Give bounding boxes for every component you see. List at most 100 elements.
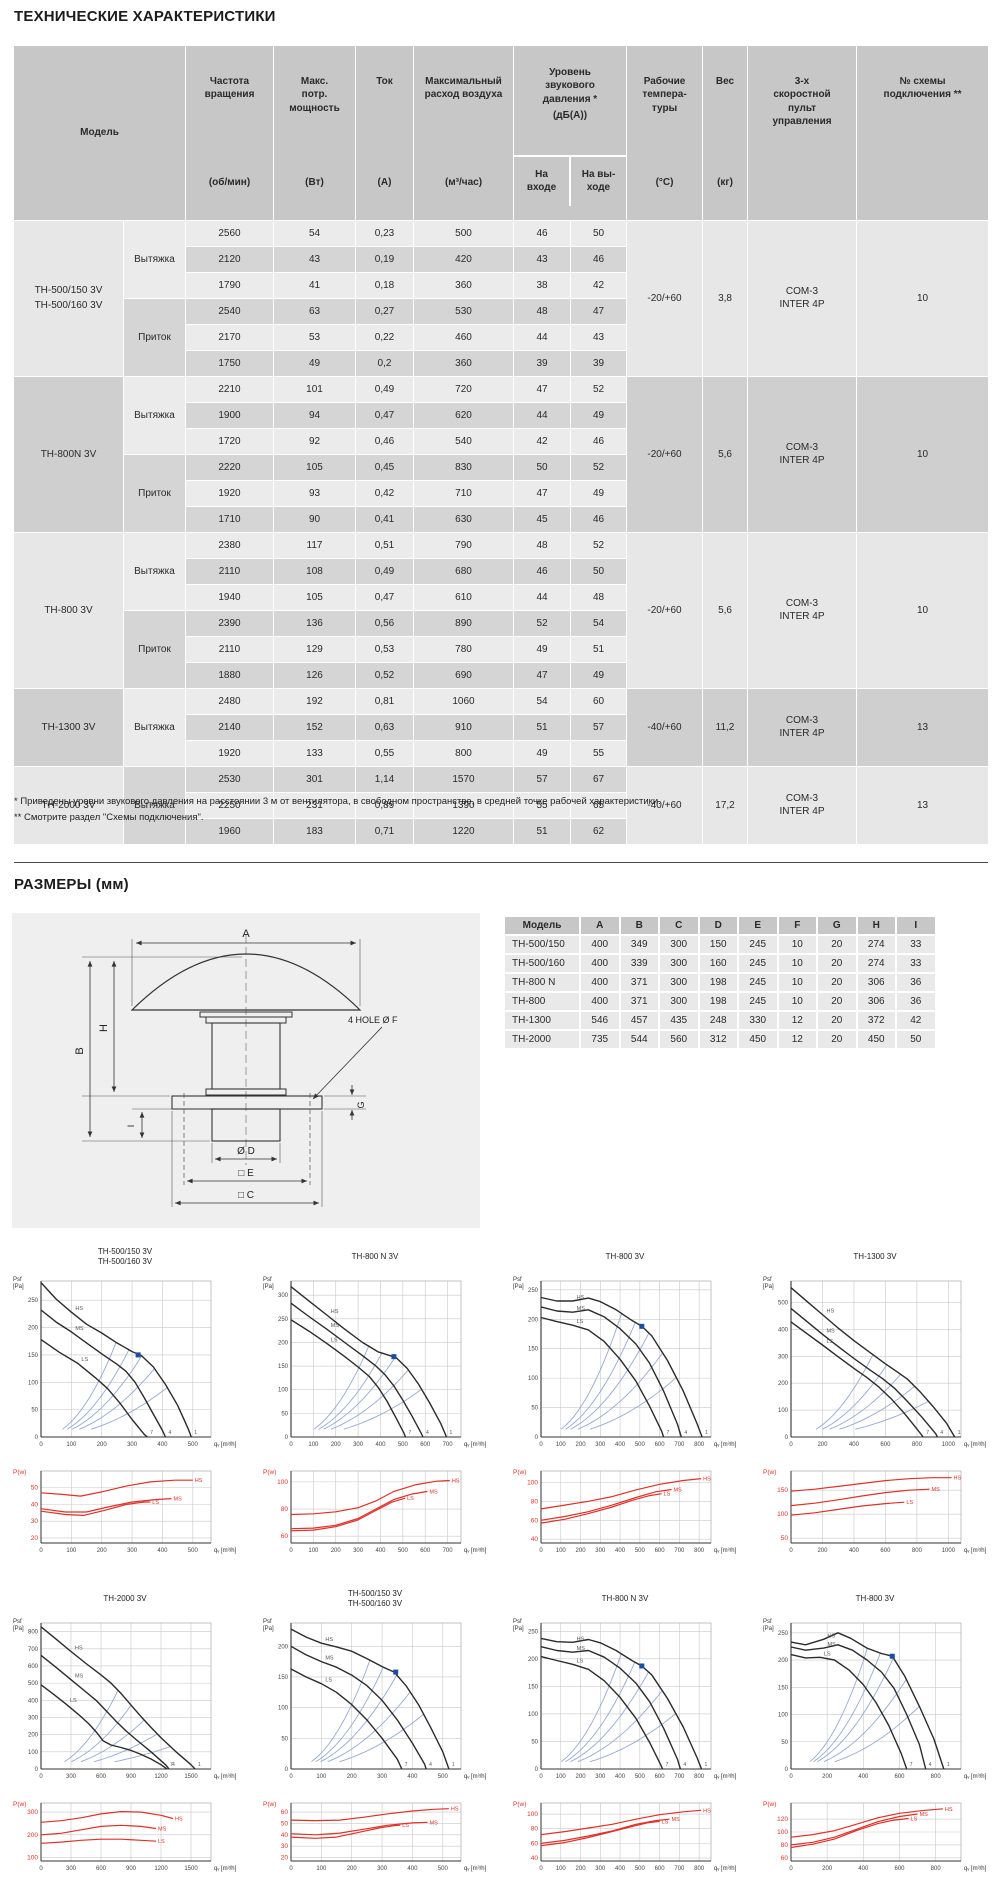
svg-text:50: 50	[781, 1740, 788, 1746]
value-cell: 0,52	[355, 661, 414, 689]
svg-text:600: 600	[655, 1548, 666, 1554]
weight-cell: 5,6	[702, 375, 749, 533]
svg-text:HS: HS	[451, 1807, 459, 1813]
value-cell: 52	[569, 531, 628, 559]
svg-text:Psf: Psf	[513, 1277, 522, 1283]
value-cell: 152	[273, 713, 356, 741]
svg-text:150: 150	[28, 1353, 39, 1359]
value-cell: 231	[273, 791, 356, 819]
svg-text:LS: LS	[152, 1500, 159, 1506]
svg-text:LS: LS	[402, 1823, 409, 1829]
svg-text:P(w): P(w)	[763, 1469, 776, 1476]
svg-text:100: 100	[556, 1866, 567, 1872]
value-cell: 54	[569, 609, 628, 637]
value-cell: 0,23	[355, 219, 414, 247]
value-cell: 55	[569, 739, 628, 767]
svg-text:40: 40	[531, 1536, 539, 1543]
svg-text:400: 400	[615, 1866, 626, 1872]
svg-text:400: 400	[858, 1774, 869, 1780]
chart-title: TH-500/150 3V TH-500/160 3V	[347, 1588, 403, 1608]
svg-text:Psf: Psf	[13, 1619, 22, 1625]
svg-text:400: 400	[375, 1548, 386, 1554]
svg-text:4: 4	[168, 1430, 171, 1436]
dims-value-cell: 20	[816, 1010, 858, 1031]
svg-text:LS: LS	[662, 1819, 669, 1825]
dims-model-cell: TH-500/150	[503, 934, 581, 955]
svg-text:60: 60	[281, 1809, 289, 1816]
svg-text:800: 800	[694, 1548, 705, 1554]
svg-text:400: 400	[778, 1327, 789, 1333]
scheme-cell: 10	[856, 531, 990, 689]
power-chart-svg: 0 100 200 300 400 500 600 700 800406080100P(w)qᵥ…	[513, 1801, 737, 1872]
svg-text:0: 0	[289, 1442, 293, 1448]
svg-text:1: 1	[452, 1762, 455, 1768]
svg-text:40: 40	[531, 1855, 539, 1862]
value-cell: 0,53	[355, 635, 414, 663]
svg-text:100: 100	[28, 1750, 39, 1756]
svg-text:200: 200	[778, 1381, 789, 1387]
value-cell: 45	[513, 505, 571, 533]
svg-text:MS: MS	[673, 1487, 682, 1493]
fan-curve-chart: TH-1300 3V 0 200 400 600 800 1000 0 100 200 300 400…	[750, 1243, 1000, 1563]
header-current: Ток (А)	[355, 45, 414, 221]
value-cell: 830	[413, 453, 514, 481]
fan-curve-chart: TH-2000 3V 0 300 600 900 1200 1500 0 100 200 300 40…	[0, 1585, 250, 1877]
svg-text:400: 400	[157, 1442, 168, 1448]
svg-text:qᵥ [m³/h]: qᵥ [m³/h]	[964, 1866, 987, 1872]
dims-value-cell: 160	[697, 953, 739, 974]
svg-text:200: 200	[576, 1774, 587, 1780]
svg-text:300: 300	[28, 1715, 39, 1721]
svg-text:200: 200	[331, 1442, 342, 1448]
value-cell: 57	[569, 713, 628, 741]
svg-text:Psf: Psf	[763, 1277, 772, 1283]
pressure-chart-svg: 0 200 400 600 800 0 50 100 150 200 250 Psf[Pa] qᵥ [m…	[763, 1619, 987, 1780]
svg-text:1000: 1000	[942, 1442, 956, 1448]
spec-table: Модель Частота вращения (об/мин) Макс. по…	[13, 45, 990, 845]
svg-text:150: 150	[278, 1675, 289, 1681]
dims-value-cell: 450	[855, 1029, 897, 1050]
svg-text:50: 50	[31, 1485, 39, 1492]
svg-text:400: 400	[28, 1698, 39, 1704]
spec-row: TH-800N 3V Вытяжка 2210 101 0,49 720 47 52 -20/+…	[13, 375, 990, 533]
svg-text:0: 0	[35, 1767, 39, 1773]
dims-value-cell: 274	[855, 934, 897, 955]
value-cell: 1960	[185, 817, 274, 845]
svg-text:700: 700	[443, 1548, 454, 1554]
svg-text:500: 500	[438, 1774, 449, 1780]
value-cell: 44	[513, 323, 571, 351]
svg-text:250: 250	[28, 1298, 39, 1304]
svg-text:500: 500	[438, 1866, 449, 1872]
value-cell: 0,49	[355, 557, 414, 585]
svg-text:MS: MS	[75, 1674, 84, 1680]
svg-text:300: 300	[66, 1866, 77, 1872]
svg-text:7: 7	[409, 1430, 412, 1436]
dims-header-cell: C	[658, 915, 700, 936]
value-cell: 710	[413, 479, 514, 507]
dims-value-cell: 33	[895, 934, 937, 955]
svg-text:qᵥ [m³/h]: qᵥ [m³/h]	[964, 1548, 987, 1554]
dims-value-cell: 33	[895, 953, 937, 974]
value-cell: 360	[413, 349, 514, 377]
svg-text:7: 7	[405, 1762, 408, 1768]
header-noise: Уровень звукового давления * (дБ(А)) На в…	[512, 45, 628, 221]
svg-text:200: 200	[817, 1442, 828, 1448]
svg-text:60: 60	[781, 1855, 789, 1862]
mode-cell: Вытяжка	[123, 687, 186, 767]
value-cell: 126	[273, 661, 356, 689]
svg-text:60: 60	[281, 1533, 289, 1540]
section-title-dimensions: РАЗМЕРЫ (мм)	[14, 876, 129, 893]
value-cell: 42	[569, 271, 628, 299]
value-cell: 50	[569, 557, 628, 585]
svg-text:300: 300	[278, 1293, 289, 1299]
svg-text:MS: MS	[331, 1323, 340, 1329]
svg-text:700: 700	[443, 1442, 454, 1448]
svg-text:1: 1	[194, 1430, 197, 1436]
dims-model-cell: TH-2000	[503, 1029, 581, 1050]
svg-text:100: 100	[316, 1774, 327, 1780]
dims-value-cell: 198	[697, 972, 739, 993]
value-cell: 1900	[185, 401, 274, 429]
svg-text:200: 200	[822, 1774, 833, 1780]
dim-I-label: I	[126, 1125, 136, 1128]
value-cell: 46	[513, 219, 571, 247]
dims-value-cell: 36	[895, 972, 937, 993]
